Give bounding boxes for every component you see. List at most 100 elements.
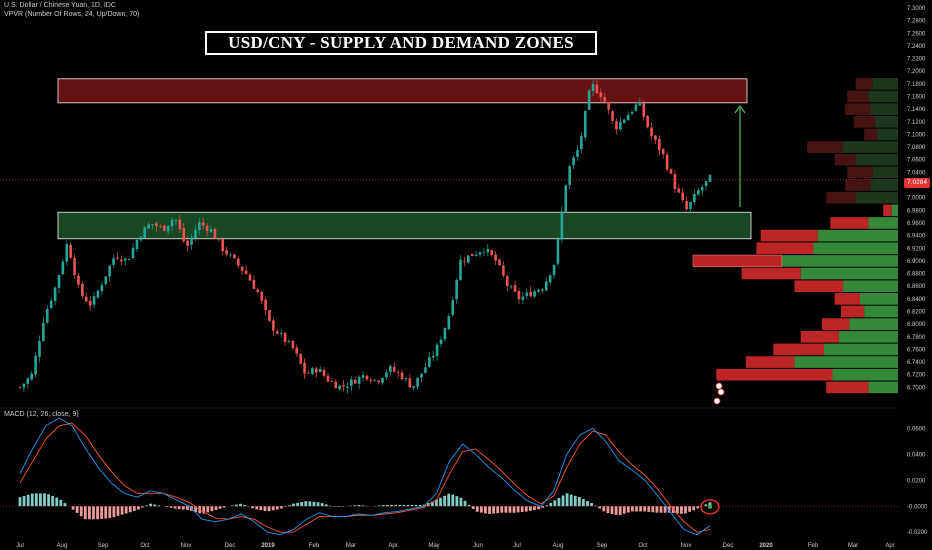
- price-axis-tick: 7.2800: [907, 19, 926, 25]
- macd-histogram-bar: [92, 506, 95, 520]
- macd-line: [19, 417, 711, 536]
- macd-histogram-bar: [149, 503, 153, 507]
- time-axis-tick: Oct: [638, 543, 648, 549]
- candle-body: [38, 340, 41, 357]
- macd-histogram-bar: [582, 498, 585, 507]
- macd-legend: MACD (12, 26, close, 9): [4, 411, 79, 418]
- macd-histogram-bar: [71, 506, 75, 510]
- macd-histogram-bar: [157, 505, 161, 507]
- candle-body: [505, 276, 509, 287]
- candle-body: [693, 194, 696, 203]
- macd-histogram-bar: [259, 506, 263, 511]
- macd-histogram-bar: [83, 506, 87, 520]
- macd-histogram-bar: [337, 506, 340, 507]
- macd-histogram-bar: [132, 506, 136, 512]
- macd-histogram-bar: [635, 506, 638, 512]
- candle-body: [283, 332, 287, 343]
- vpvr-down-bar: [716, 368, 833, 381]
- candle-body: [529, 291, 532, 297]
- candle-body: [708, 175, 712, 182]
- candle-body: [170, 219, 174, 227]
- macd-histogram-bar: [116, 506, 120, 516]
- macd-histogram-bar: [639, 506, 642, 512]
- candle-body: [420, 373, 423, 378]
- vpvr-up-bar: [849, 318, 898, 330]
- vpvr-down-bar: [826, 191, 856, 204]
- macd-histogram-bar: [18, 497, 22, 507]
- candle-body: [541, 289, 544, 291]
- candle-body: [404, 378, 408, 379]
- macd-histogram-bar: [590, 503, 593, 507]
- macd-histogram-bar: [667, 506, 671, 513]
- candle-body: [350, 379, 353, 386]
- candle-body: [498, 259, 501, 266]
- macd-histogram-bar: [230, 505, 234, 507]
- candle-body: [646, 115, 649, 128]
- candle-body: [583, 110, 587, 138]
- macd-histogram-bar: [30, 493, 34, 507]
- macd-histogram-bar: [626, 506, 630, 513]
- candle-body: [100, 285, 104, 292]
- macd-histogram-bar: [320, 503, 324, 507]
- candle-body: [552, 264, 556, 276]
- macd-axis-tick: -0.0000: [907, 504, 928, 510]
- candle-body: [201, 222, 205, 226]
- chart-title: USD/CNY - SUPPLY AND DEMAND ZONES: [205, 31, 597, 55]
- candle-body: [521, 296, 525, 300]
- price-axis-tick: 7.1800: [907, 82, 926, 88]
- macd-axis-tick: 0.0200: [907, 478, 926, 484]
- candle-body: [342, 385, 345, 387]
- candle-body: [252, 280, 256, 289]
- macd-histogram-bar: [459, 497, 463, 507]
- candle-body: [591, 83, 595, 91]
- vpvr-down-bar: [853, 115, 875, 128]
- macd-histogram-bar: [79, 506, 83, 517]
- price-axis-tick: 6.7600: [907, 347, 926, 353]
- candle-body: [502, 265, 505, 276]
- macd-histogram-bar: [573, 495, 577, 507]
- candle-body: [634, 104, 638, 111]
- candle-body: [416, 377, 419, 387]
- candle-body: [513, 285, 517, 292]
- candle-body: [159, 225, 162, 227]
- macd-histogram-bar: [508, 506, 512, 513]
- macd-histogram-bar: [377, 505, 381, 507]
- macd-histogram-bar: [55, 497, 59, 507]
- candle-body: [155, 223, 158, 227]
- candle-body: [147, 224, 150, 229]
- candle-body: [135, 239, 139, 250]
- candle-body: [326, 375, 330, 382]
- macd-histogram-bar: [332, 506, 336, 507]
- time-axis-tick: Feb: [808, 543, 819, 549]
- macd-histogram-bar: [312, 501, 316, 507]
- candle-body: [459, 259, 462, 281]
- macd-histogram-bar: [504, 506, 508, 513]
- macd-histogram-bar: [353, 505, 357, 507]
- candle-body: [307, 372, 310, 374]
- time-axis-tick: Aug: [57, 543, 68, 549]
- candle-body: [681, 192, 685, 201]
- candle-body: [311, 368, 314, 374]
- time-axis-tick: Nov: [181, 543, 192, 549]
- macd-histogram-bar: [471, 506, 475, 509]
- vpvr-down-bar: [864, 128, 877, 141]
- macd-histogram-bar: [26, 494, 30, 507]
- candle-body: [322, 369, 326, 376]
- symbol-legend: U.S. Dollar / Chinese Yuan, 1D, IDC: [4, 2, 116, 9]
- time-axis-tick: Jun: [473, 543, 483, 549]
- macd-histogram-bar: [96, 506, 99, 520]
- candle-body: [264, 299, 267, 310]
- macd-histogram-bar: [267, 506, 271, 512]
- macd-histogram-bar: [394, 504, 398, 507]
- candle-body: [467, 255, 470, 263]
- candle-body: [92, 296, 96, 305]
- macd-histogram-bar: [63, 503, 67, 507]
- candle-body: [658, 138, 661, 151]
- macd-histogram-bar: [165, 506, 169, 508]
- macd-histogram-bar: [112, 506, 116, 518]
- candle-body: [673, 174, 677, 190]
- candle-body: [353, 379, 357, 384]
- macd-histogram-bar: [463, 500, 467, 507]
- candle-body: [194, 229, 197, 239]
